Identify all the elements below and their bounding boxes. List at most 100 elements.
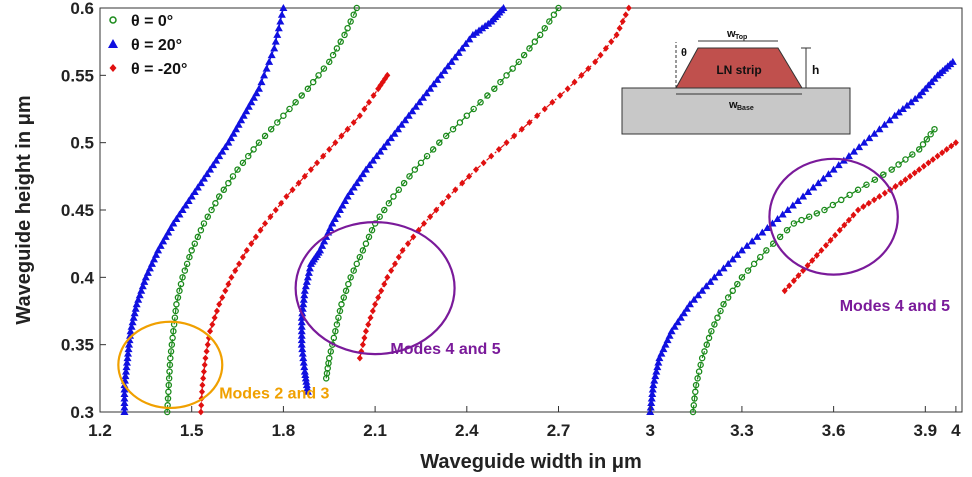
data-point: [690, 295, 699, 303]
data-point: [173, 301, 180, 308]
inset-substrate: [621, 87, 851, 135]
data-point: [865, 134, 874, 142]
data-point: [330, 214, 339, 222]
data-point: [786, 282, 793, 290]
data-point: [245, 152, 252, 160]
data-point: [692, 381, 700, 389]
data-point: [378, 287, 385, 295]
data-point: [667, 327, 676, 335]
data-point: [411, 102, 420, 110]
data-point: [267, 125, 275, 133]
data-point: [698, 354, 706, 362]
data-point: [855, 143, 864, 151]
data-point: [224, 138, 233, 146]
data-point: [172, 307, 179, 315]
data-point: [283, 193, 290, 200]
data-point: [199, 381, 206, 389]
x-axis-label: Waveguide width in μm: [420, 451, 642, 473]
data-point: [860, 203, 867, 211]
data-point: [242, 107, 251, 115]
data-point: [165, 388, 172, 396]
data-point: [929, 156, 936, 163]
data-point: [804, 188, 813, 196]
data-point: [863, 181, 870, 188]
data-point: [206, 165, 215, 173]
data-point: [395, 253, 402, 261]
data-point: [880, 171, 887, 178]
data-point: [689, 408, 697, 416]
data-point: [381, 206, 388, 214]
data-point: [854, 186, 862, 194]
data-point: [181, 201, 190, 209]
mode-label: Modes 4 and 5: [840, 298, 950, 315]
data-point: [286, 105, 293, 113]
data-point: [650, 376, 659, 384]
data-point: [822, 241, 829, 249]
data-point: [427, 213, 434, 221]
data-point: [653, 363, 662, 371]
data-point: [219, 294, 226, 301]
data-point: [622, 11, 629, 19]
data-point: [315, 72, 322, 79]
data-point: [888, 166, 895, 173]
data-point: [452, 186, 459, 194]
data-point: [798, 216, 805, 224]
data-point: [212, 156, 221, 164]
data-point: [871, 196, 878, 204]
data-point: [613, 31, 620, 39]
data-point: [875, 125, 884, 133]
data-point: [239, 159, 247, 167]
data-point: [297, 322, 306, 330]
data-point: [846, 191, 853, 199]
data-point: [436, 71, 445, 79]
data-point: [164, 395, 172, 402]
data-point: [200, 220, 208, 227]
y-tick-label: 0.6: [70, 0, 94, 18]
data-point: [793, 197, 802, 205]
data-point: [728, 255, 737, 263]
data-point: [421, 220, 428, 227]
data-point: [297, 336, 306, 344]
data-point: [161, 232, 170, 240]
data-point: [661, 340, 670, 348]
data-point: [130, 309, 139, 317]
data-point: [121, 372, 130, 380]
y-axis-ticks: 0.3 0.35 0.4 0.45 0.5 0.55 0.6: [61, 0, 106, 422]
x-tick-label: 1.2: [88, 421, 112, 440]
data-point: [829, 165, 838, 173]
mode-label: Modes 4 and 5: [390, 341, 500, 358]
data-point: [297, 327, 306, 335]
data-point: [345, 280, 352, 288]
data-point: [708, 327, 715, 335]
data-point: [369, 307, 376, 315]
data-point: [458, 44, 467, 52]
data-point: [748, 237, 757, 245]
data-point: [350, 11, 357, 18]
data-point: [299, 354, 308, 362]
data-point: [907, 98, 916, 106]
data-point: [338, 132, 345, 140]
data-point: [781, 287, 788, 295]
x-tick-label: 4: [951, 421, 961, 440]
data-point: [894, 108, 903, 116]
data-point: [850, 211, 857, 219]
data-point: [720, 301, 727, 308]
data-point: [215, 193, 223, 200]
data-point: [274, 24, 283, 32]
data-point: [300, 363, 309, 371]
x-axis-ticks: 1.2 1.5 1.8 2.1 2.4 2.7 3 3.3 3.6 3.9 4: [88, 406, 961, 440]
data-point: [391, 260, 398, 268]
data-point: [302, 277, 311, 285]
data-point: [250, 146, 257, 153]
data-point: [386, 134, 395, 142]
data-point: [295, 179, 302, 187]
inset-top-label: w: [726, 28, 736, 40]
data-point: [385, 200, 393, 207]
fit-curve: [166, 7, 358, 413]
data-point: [123, 358, 132, 366]
data-point: [477, 99, 484, 106]
x-tick-label: 1.8: [272, 421, 296, 440]
data-point: [724, 294, 732, 301]
data-point: [267, 51, 276, 59]
data-point: [229, 173, 237, 180]
